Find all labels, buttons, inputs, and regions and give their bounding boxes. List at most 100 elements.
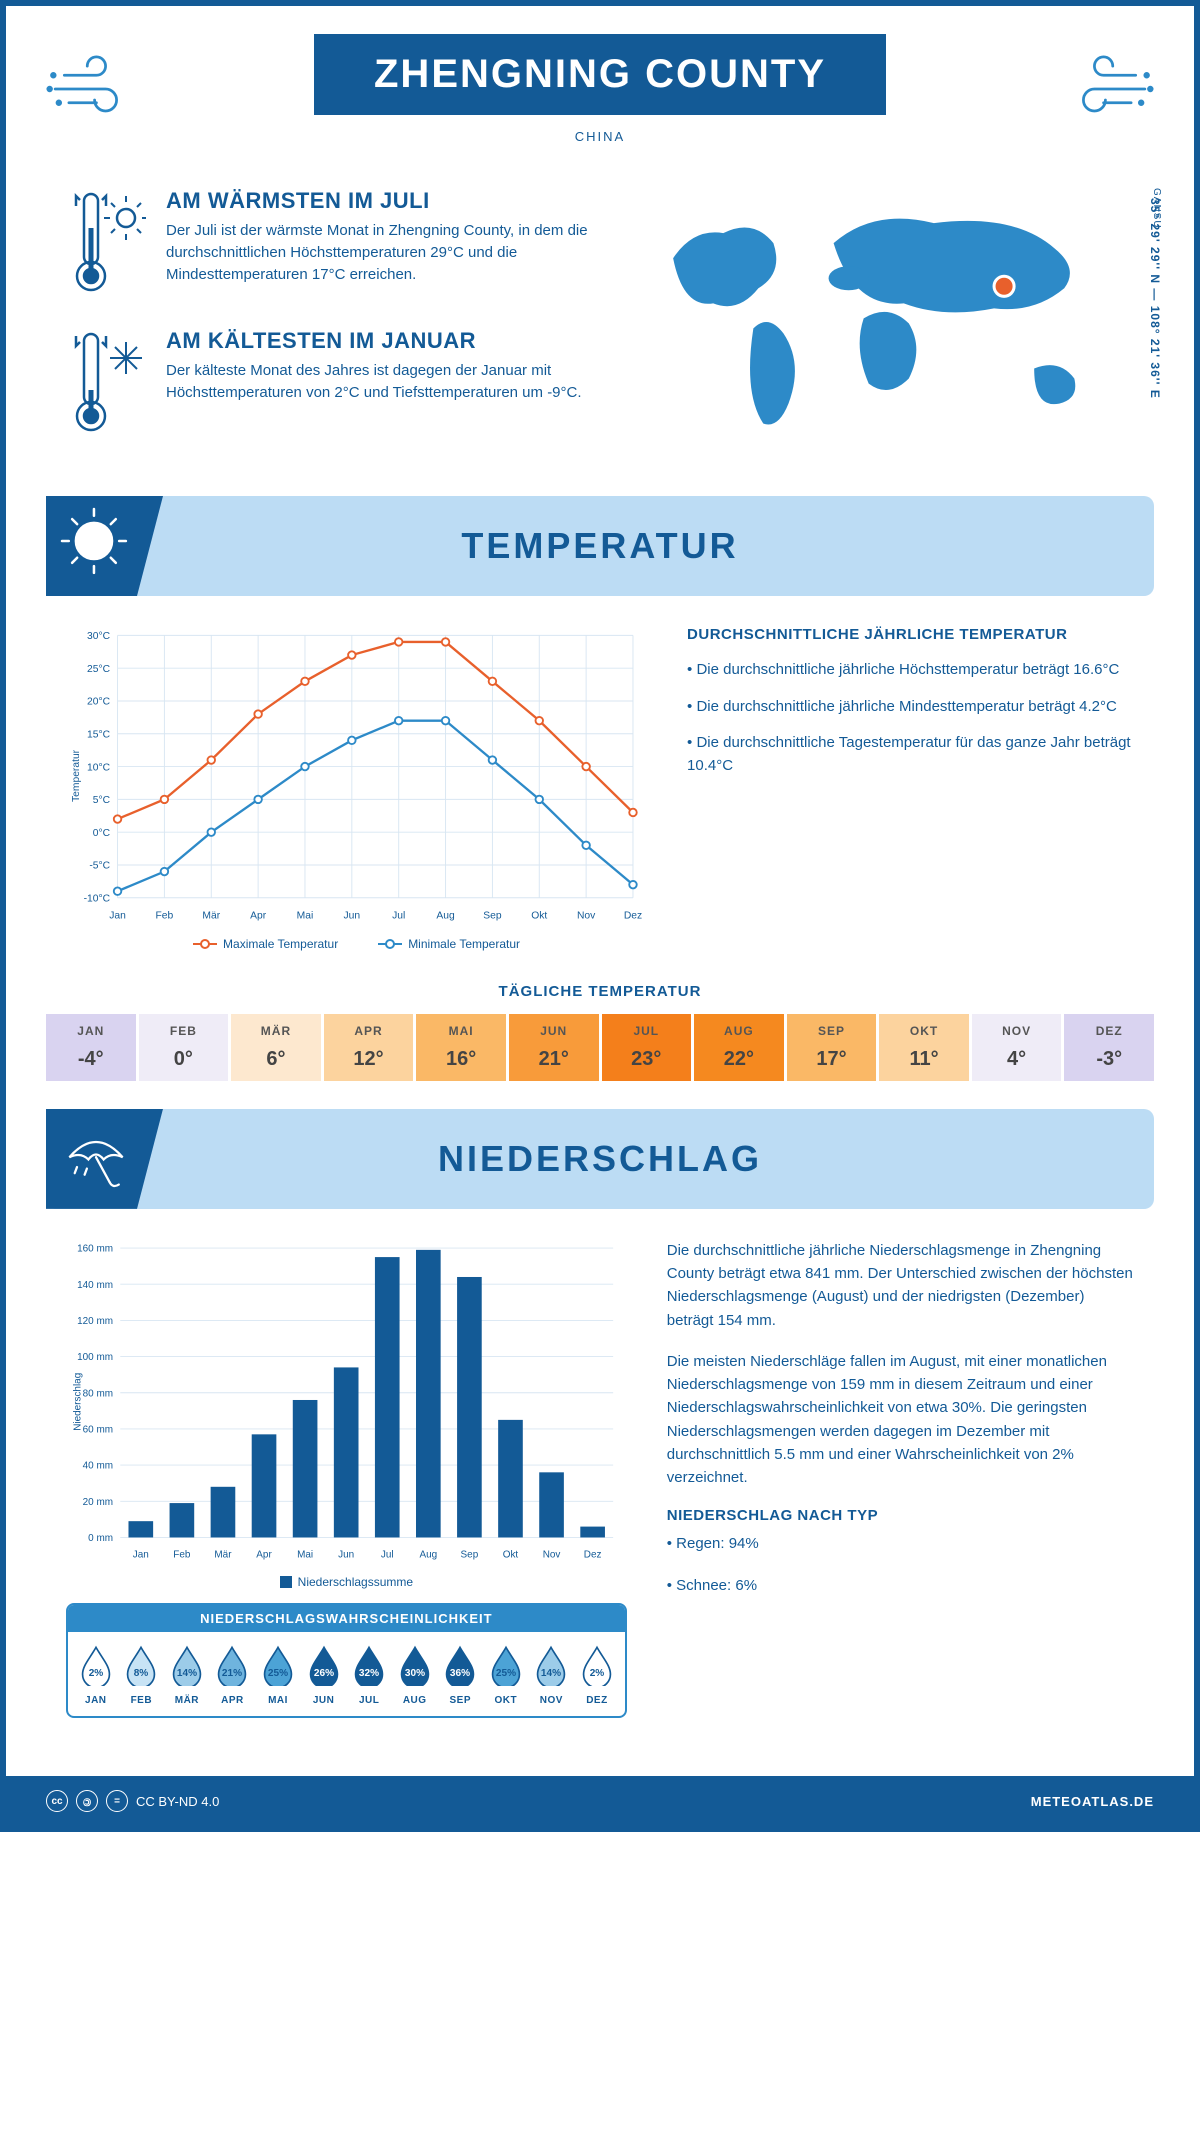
coldest-text: Der kälteste Monat des Jahres ist dagege… — [166, 360, 593, 404]
svg-text:Temperatur: Temperatur — [71, 749, 82, 802]
sun-icon — [54, 504, 144, 588]
svg-text:Dez: Dez — [624, 910, 642, 921]
world-map-block: GANSU 35° 29' 29'' N — 108° 21' 36'' E — [633, 188, 1134, 468]
svg-text:21%: 21% — [222, 1668, 242, 1679]
daily-temp-title: TÄGLICHE TEMPERATUR — [46, 983, 1154, 1000]
footer: cc 🄯 = CC BY-ND 4.0 METEOATLAS.DE — [6, 1776, 1194, 1826]
svg-text:Jan: Jan — [133, 1549, 149, 1560]
svg-text:Jul: Jul — [392, 910, 405, 921]
svg-text:30%: 30% — [405, 1668, 425, 1679]
warmest-block: AM WÄRMSTEN IM JULI Der Juli ist der wär… — [66, 188, 593, 298]
svg-text:25%: 25% — [268, 1668, 288, 1679]
page-title: ZHENGNING COUNTY — [314, 34, 886, 115]
precip-para-1: Die durchschnittliche jährliche Niedersc… — [667, 1239, 1134, 1332]
svg-text:30°C: 30°C — [87, 631, 111, 642]
warmest-text: Der Juli ist der wärmste Monat in Zhengn… — [166, 220, 593, 285]
location-marker — [994, 276, 1014, 296]
temp-summary-title: DURCHSCHNITTLICHE JÄHRLICHE TEMPERATUR — [687, 626, 1134, 643]
raindrop-icon: 30% — [398, 1644, 432, 1686]
site-attribution: METEOATLAS.DE — [1031, 1794, 1154, 1809]
precip-prob-cell: 21% APR — [211, 1644, 255, 1706]
svg-text:Feb: Feb — [173, 1549, 191, 1560]
svg-text:60 mm: 60 mm — [83, 1424, 113, 1435]
precip-prob-cell: 8% FEB — [120, 1644, 164, 1706]
svg-text:2%: 2% — [88, 1668, 103, 1679]
precipitation-chart: 0 mm20 mm40 mm60 mm80 mm100 mm120 mm140 … — [66, 1239, 627, 1565]
daily-temp-cell: FEB0° — [139, 1014, 229, 1081]
coldest-block: AM KÄLTESTEN IM JANUAR Der kälteste Mona… — [66, 328, 593, 438]
precip-probability-title: NIEDERSCHLAGSWAHRSCHEINLICHKEIT — [68, 1605, 625, 1632]
svg-text:-10°C: -10°C — [84, 894, 111, 905]
infographic-frame: ZHENGNING COUNTY CHINA — [0, 0, 1200, 1832]
svg-text:Dez: Dez — [584, 1549, 602, 1560]
svg-text:Feb: Feb — [156, 910, 174, 921]
temperature-title: TEMPERATUR — [46, 525, 1154, 567]
title-block: ZHENGNING COUNTY CHINA — [314, 34, 886, 144]
precip-prob-cell: 14% NOV — [530, 1644, 574, 1706]
precipitation-legend: Niederschlagssumme — [66, 1575, 627, 1589]
precip-prob-cell: 26% JUN — [302, 1644, 346, 1706]
svg-text:Okt: Okt — [531, 910, 547, 921]
svg-text:Niederschlag: Niederschlag — [72, 1373, 83, 1431]
raindrop-icon: 26% — [307, 1644, 341, 1686]
svg-text:120 mm: 120 mm — [77, 1316, 113, 1327]
svg-text:0°C: 0°C — [93, 828, 111, 839]
svg-text:26%: 26% — [313, 1668, 333, 1679]
svg-text:20°C: 20°C — [87, 697, 111, 708]
daily-temp-cell: APR12° — [324, 1014, 414, 1081]
precip-probability-box: NIEDERSCHLAGSWAHRSCHEINLICHKEIT 2% JAN 8… — [66, 1603, 627, 1718]
daily-temp-cell: SEP17° — [787, 1014, 877, 1081]
svg-text:Jul: Jul — [381, 1549, 394, 1560]
precip-prob-cell: 25% MAI — [256, 1644, 300, 1706]
temp-bullet-3: • Die durchschnittliche Tagestemperatur … — [687, 732, 1134, 777]
wind-icon-right — [1044, 49, 1154, 129]
temperature-heading: TEMPERATUR — [46, 496, 1154, 596]
svg-text:25°C: 25°C — [87, 664, 111, 675]
precipitation-summary: Die durchschnittliche jährliche Niedersc… — [667, 1239, 1134, 1719]
daily-temp-cell: JUL23° — [602, 1014, 692, 1081]
cc-icon: cc — [46, 1790, 68, 1812]
raindrop-icon: 14% — [534, 1644, 568, 1686]
nd-icon: = — [106, 1790, 128, 1812]
precipitation-heading: NIEDERSCHLAG — [46, 1109, 1154, 1209]
license-label: CC BY-ND 4.0 — [136, 1794, 219, 1809]
country-label: CHINA — [314, 129, 886, 144]
svg-text:20 mm: 20 mm — [83, 1497, 113, 1508]
precipitation-title: NIEDERSCHLAG — [46, 1138, 1154, 1180]
svg-text:40 mm: 40 mm — [83, 1461, 113, 1472]
daily-temp-cell: JUN21° — [509, 1014, 599, 1081]
svg-text:Sep: Sep — [461, 1549, 479, 1560]
daily-temp-grid: JAN-4° FEB0° MÄR6° APR12° MAI16° JUN21° … — [46, 1014, 1154, 1081]
svg-text:Aug: Aug — [436, 910, 455, 921]
temperature-summary: DURCHSCHNITTLICHE JÄHRLICHE TEMPERATUR •… — [687, 626, 1134, 951]
svg-text:36%: 36% — [450, 1668, 470, 1679]
svg-text:10°C: 10°C — [87, 762, 111, 773]
precipitation-section: NIEDERSCHLAG 0 mm20 mm40 mm60 mm80 mm100… — [46, 1109, 1154, 1749]
svg-text:Nov: Nov — [543, 1549, 561, 1560]
svg-text:Mai: Mai — [297, 910, 314, 921]
svg-text:Mär: Mär — [214, 1549, 232, 1560]
daily-temp-cell: OKT11° — [879, 1014, 969, 1081]
umbrella-icon — [56, 1123, 136, 1199]
daily-temp-cell: NOV4° — [972, 1014, 1062, 1081]
precip-para-2: Die meisten Niederschläge fallen im Augu… — [667, 1350, 1134, 1490]
raindrop-icon: 8% — [124, 1644, 158, 1686]
coldest-title: AM KÄLTESTEN IM JANUAR — [166, 328, 593, 354]
svg-text:Mär: Mär — [202, 910, 220, 921]
temp-bullet-1: • Die durchschnittliche jährliche Höchst… — [687, 659, 1134, 682]
thermometer-cold-icon — [66, 328, 146, 438]
svg-text:0 mm: 0 mm — [88, 1533, 113, 1544]
svg-text:Mai: Mai — [297, 1549, 313, 1560]
svg-text:14%: 14% — [541, 1668, 561, 1679]
svg-text:-5°C: -5°C — [89, 861, 110, 872]
temperature-chart: -10°C-5°C0°C5°C10°C15°C20°C25°C30°CJanFe… — [66, 626, 647, 951]
svg-text:160 mm: 160 mm — [77, 1244, 113, 1255]
temp-bullet-2: • Die durchschnittliche jährliche Mindes… — [687, 696, 1134, 719]
svg-text:Jun: Jun — [338, 1549, 354, 1560]
daily-temp-cell: AUG22° — [694, 1014, 784, 1081]
svg-text:14%: 14% — [177, 1668, 197, 1679]
temperature-legend: Maximale Temperatur Minimale Temperatur — [66, 937, 647, 951]
precip-prob-cell: 30% AUG — [393, 1644, 437, 1706]
intro-row: AM WÄRMSTEN IM JULI Der Juli ist der wär… — [6, 158, 1194, 488]
svg-text:Apr: Apr — [256, 1549, 272, 1560]
